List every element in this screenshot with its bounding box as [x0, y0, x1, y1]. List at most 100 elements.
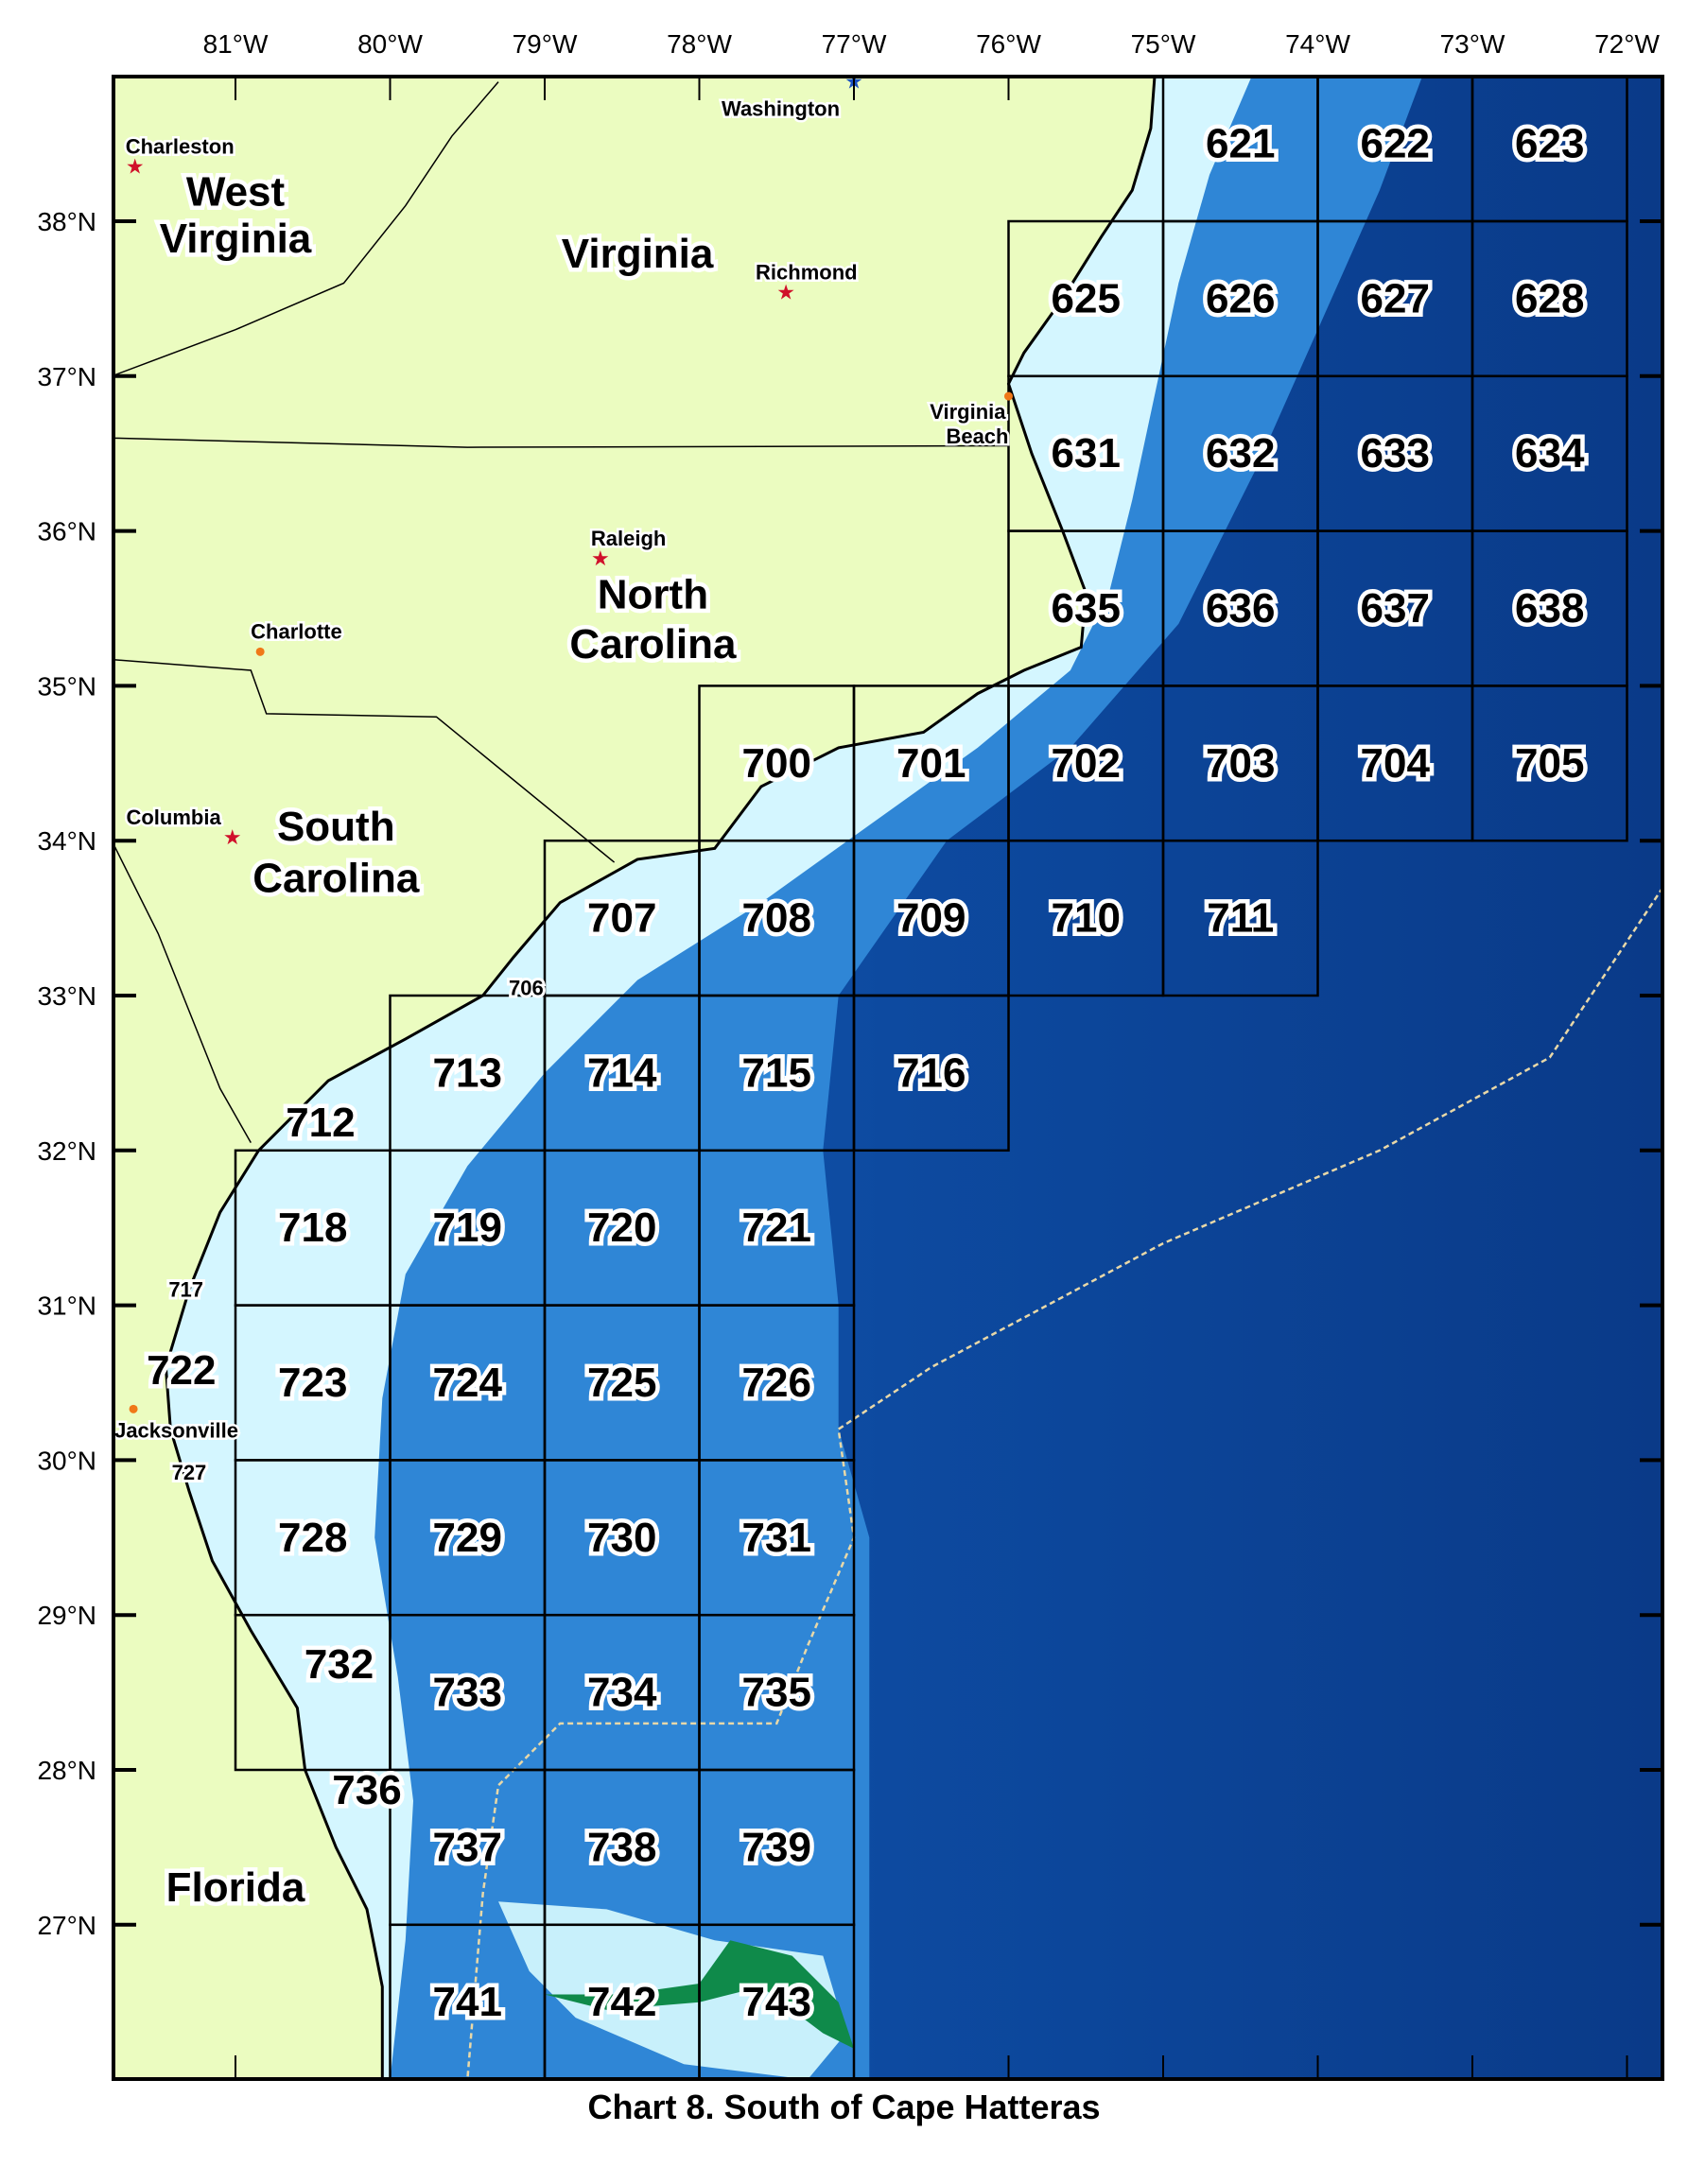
grid-cell-label: 743 [742, 1979, 811, 2025]
grid-cell-714[interactable]: 714 [543, 994, 701, 1153]
lat-tick-label: 27°N [37, 1911, 96, 1940]
grid-cell-720[interactable]: 720 [543, 1149, 701, 1307]
grid-cell-632[interactable]: 632 [1161, 374, 1319, 532]
state-label: South [277, 804, 395, 850]
grid-cell-623[interactable]: 623 [1470, 66, 1628, 223]
grid-cell-label: 707 [587, 895, 656, 942]
grid-cell-label-732[interactable]: 732 [300, 1638, 377, 1692]
grid-cell-label: 628 [1515, 275, 1584, 321]
grid-cell-label-706[interactable]: 706 [506, 973, 547, 1002]
lon-tick-label: 76°W [976, 29, 1041, 59]
grid-cell-710[interactable]: 710 [1007, 839, 1165, 997]
grid-cell-label-722[interactable]: 722 [143, 1343, 220, 1397]
grid-cell-label: 703 [1206, 740, 1275, 787]
grid-cell-box [1161, 839, 1319, 997]
grid-cell-box [698, 1923, 856, 2079]
grid-cell-718[interactable]: 718 [234, 1149, 392, 1307]
grid-cell-label: 738 [587, 1824, 656, 1870]
grid-cell-738[interactable]: 738 [543, 1768, 701, 1927]
grid-cell-702[interactable]: 702 [1007, 685, 1165, 842]
lat-tick-label: 33°N [37, 981, 96, 1011]
grid-cell-638[interactable]: 638 [1470, 529, 1628, 687]
grid-cell-label-736[interactable]: 736 [328, 1762, 406, 1817]
grid-cell-label: 720 [587, 1205, 656, 1251]
grid-cell-726[interactable]: 726 [698, 1304, 856, 1462]
grid-cell-label-727[interactable]: 727 [169, 1458, 210, 1487]
city-star-icon: ★ [223, 825, 242, 849]
grid-cell-633[interactable]: 633 [1316, 374, 1474, 532]
grid-cell-739[interactable]: 739 [698, 1768, 856, 1927]
grid-cell-707[interactable]: 707 [543, 839, 701, 997]
grid-cell-716[interactable]: 716 [852, 994, 1010, 1153]
lon-tick-label: 81°W [203, 29, 269, 59]
lat-tick-label: 35°N [37, 671, 96, 701]
grid-cells: 621 622 623 625 626 627 628 631 632 633 634 635 636 6… [234, 66, 1628, 2080]
city-label: Washington [722, 97, 840, 121]
grid-cell-label: 741 [433, 1979, 502, 2025]
grid-cell-728[interactable]: 728 [234, 1459, 392, 1617]
grid-cell-628[interactable]: 628 [1470, 219, 1628, 378]
map-frame [112, 75, 1664, 2081]
grid-cell-label: 718 [278, 1205, 347, 1251]
grid-cell-label: 621 [1206, 121, 1275, 167]
grid-cell-701[interactable]: 701 [852, 685, 1010, 842]
state-label: North [598, 572, 708, 618]
grid-cell-label: 734 [587, 1670, 657, 1716]
grid-cell-742[interactable]: 742 [543, 1923, 701, 2080]
lon-tick-label: 78°W [667, 29, 732, 59]
grid-cell-703[interactable]: 703 [1161, 685, 1319, 842]
city-label: Jacksonville [114, 1418, 238, 1442]
grid-cell-label: 716 [896, 1049, 966, 1096]
city-label: Columbia [126, 806, 221, 829]
grid-cell-715[interactable]: 715 [698, 994, 856, 1153]
grid-cell-704[interactable]: 704 [1316, 685, 1474, 842]
state-label: West [186, 169, 286, 216]
grid-cell-713[interactable]: 713 [389, 994, 547, 1153]
grid-cell-622[interactable]: 622 [1316, 66, 1474, 223]
grid-cell-label-717[interactable]: 717 [165, 1275, 206, 1305]
grid-cell-label: 733 [433, 1670, 502, 1716]
lat-tick-label: 38°N [37, 207, 96, 236]
grid-cell-label: 731 [742, 1515, 811, 1561]
state-border-wv-va [113, 81, 499, 376]
grid-cell-label: 631 [1052, 430, 1121, 477]
grid-cell-label: 735 [742, 1670, 811, 1716]
city-label: Richmond [756, 260, 858, 284]
grid-cell-625[interactable]: 625 [1007, 219, 1165, 378]
grid-cell-731[interactable]: 731 [698, 1459, 856, 1617]
grid-cell-label: 739 [742, 1824, 811, 1870]
grid-cell-label: 710 [1052, 895, 1121, 942]
grid-cell-label: 711 [1207, 895, 1274, 942]
grid-cell-636[interactable]: 636 [1161, 529, 1319, 687]
grid-cell-label: 719 [433, 1205, 502, 1251]
grid-cell-label: 713 [433, 1049, 502, 1096]
grid-cell-label: 702 [1052, 740, 1121, 787]
grid-cell-634[interactable]: 634 [1470, 374, 1628, 532]
lon-tick-label: 73°W [1440, 29, 1505, 59]
lon-tick-label: 75°W [1131, 29, 1196, 59]
chart-title: Chart 8. South of Cape Hatteras [587, 2088, 1101, 2126]
grid-cell-label-712[interactable]: 712 [282, 1095, 359, 1150]
grid-cell-730[interactable]: 730 [543, 1459, 701, 1617]
city-label: Charleston [126, 135, 235, 159]
lat-tick-label: 32°N [37, 1136, 96, 1166]
grid-cell-label: 623 [1515, 121, 1584, 167]
grid-cell-721[interactable]: 721 [698, 1149, 856, 1307]
city-dot-icon [255, 647, 265, 656]
city-label: Virginia [930, 400, 1006, 424]
lat-tick-label: 34°N [37, 826, 96, 856]
grid-cell-705[interactable]: 705 [1470, 685, 1628, 842]
grid-cell-626[interactable]: 626 [1161, 219, 1319, 378]
grid-cell-label: 709 [896, 895, 966, 942]
grid-cell-723[interactable]: 723 [234, 1304, 392, 1462]
city-dot-icon [1004, 391, 1013, 401]
city-star-icon: ★ [776, 280, 795, 303]
grid-cell-724[interactable]: 724 [389, 1304, 547, 1462]
axis-ticks: 81°W 80°W 79°W 78°W 77°W 76°W 75°W 74°W 73°W 72°W… [37, 29, 1662, 2079]
grid-cell-743[interactable]: 743 [698, 1923, 856, 2080]
lat-tick-label: 31°N [37, 1291, 96, 1321]
grid-cell-711[interactable]: 711 [1161, 839, 1319, 997]
lon-tick-label: 77°W [822, 29, 887, 59]
